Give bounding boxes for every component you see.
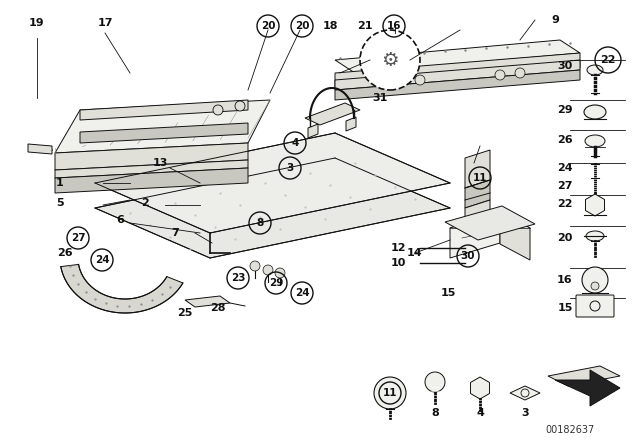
Text: 8: 8: [431, 408, 439, 418]
Ellipse shape: [585, 135, 605, 147]
Text: 9: 9: [551, 15, 559, 25]
Circle shape: [425, 372, 445, 392]
Text: 15: 15: [557, 303, 573, 313]
Text: 10: 10: [390, 258, 406, 268]
Text: 5: 5: [56, 198, 64, 208]
Polygon shape: [500, 212, 530, 260]
Polygon shape: [55, 143, 248, 170]
Circle shape: [495, 70, 505, 80]
Text: 4: 4: [291, 138, 299, 148]
Text: 11: 11: [473, 173, 487, 183]
Text: 15: 15: [440, 288, 456, 298]
Polygon shape: [28, 144, 52, 154]
Circle shape: [374, 377, 406, 409]
Circle shape: [360, 30, 420, 90]
Polygon shape: [95, 133, 450, 233]
Text: 20: 20: [260, 21, 275, 31]
Text: 24: 24: [557, 163, 573, 173]
Text: 18: 18: [323, 21, 338, 31]
Polygon shape: [465, 150, 490, 188]
Polygon shape: [305, 103, 360, 125]
Circle shape: [395, 77, 405, 87]
Polygon shape: [335, 53, 580, 88]
Text: 16: 16: [557, 275, 573, 285]
Text: 3: 3: [521, 408, 529, 418]
Text: 24: 24: [95, 255, 109, 265]
Circle shape: [213, 105, 223, 115]
Polygon shape: [55, 168, 248, 193]
Polygon shape: [80, 123, 248, 143]
Text: 26: 26: [57, 248, 73, 258]
Text: 19: 19: [29, 18, 45, 28]
Circle shape: [263, 265, 273, 275]
Polygon shape: [80, 100, 248, 120]
Polygon shape: [465, 200, 490, 228]
Polygon shape: [61, 264, 183, 313]
Text: 20: 20: [557, 233, 573, 243]
Text: 24: 24: [294, 288, 309, 298]
Text: 28: 28: [211, 303, 226, 313]
Polygon shape: [510, 386, 540, 400]
Text: 30: 30: [461, 251, 476, 261]
Text: 16: 16: [387, 21, 401, 31]
Text: 21: 21: [357, 21, 372, 31]
Text: 17: 17: [97, 18, 113, 28]
Circle shape: [275, 268, 285, 278]
Circle shape: [582, 267, 608, 293]
Text: 8: 8: [257, 218, 264, 228]
Polygon shape: [450, 212, 500, 258]
Ellipse shape: [586, 231, 604, 241]
Polygon shape: [95, 158, 450, 258]
Text: ⚙: ⚙: [381, 51, 399, 69]
Text: 2: 2: [141, 198, 149, 208]
Polygon shape: [465, 180, 490, 208]
Text: 22: 22: [557, 199, 573, 209]
Text: 25: 25: [177, 308, 193, 318]
FancyBboxPatch shape: [576, 295, 614, 317]
Text: 27: 27: [70, 233, 85, 243]
Polygon shape: [185, 296, 230, 307]
Circle shape: [250, 261, 260, 271]
Circle shape: [515, 68, 525, 78]
Ellipse shape: [584, 105, 606, 119]
Text: 6: 6: [116, 215, 124, 225]
Text: 12: 12: [390, 243, 406, 253]
Text: 27: 27: [557, 181, 573, 191]
Polygon shape: [55, 100, 270, 153]
Text: 1: 1: [56, 178, 64, 188]
Text: 22: 22: [600, 55, 616, 65]
Text: 3: 3: [286, 163, 294, 173]
Polygon shape: [335, 40, 580, 73]
Polygon shape: [335, 70, 580, 100]
Circle shape: [235, 101, 245, 111]
Text: 30: 30: [557, 61, 573, 71]
Text: 29: 29: [557, 105, 573, 115]
Polygon shape: [55, 160, 248, 178]
Text: 4: 4: [476, 408, 484, 418]
Text: 31: 31: [372, 93, 388, 103]
Polygon shape: [445, 206, 535, 240]
Text: 20: 20: [295, 21, 309, 31]
Text: 13: 13: [152, 158, 168, 168]
Text: 11: 11: [383, 388, 397, 398]
Text: 26: 26: [557, 135, 573, 145]
Text: 00182637: 00182637: [545, 425, 595, 435]
Polygon shape: [548, 366, 620, 386]
Text: 14: 14: [407, 248, 423, 258]
Circle shape: [415, 75, 425, 85]
Text: 7: 7: [171, 228, 179, 238]
Polygon shape: [346, 117, 356, 131]
Text: 29: 29: [269, 278, 283, 288]
Polygon shape: [450, 212, 530, 244]
Ellipse shape: [587, 65, 603, 75]
Polygon shape: [308, 124, 318, 138]
Text: 23: 23: [231, 273, 245, 283]
Circle shape: [591, 282, 599, 290]
Polygon shape: [335, 60, 580, 90]
Polygon shape: [555, 370, 620, 406]
